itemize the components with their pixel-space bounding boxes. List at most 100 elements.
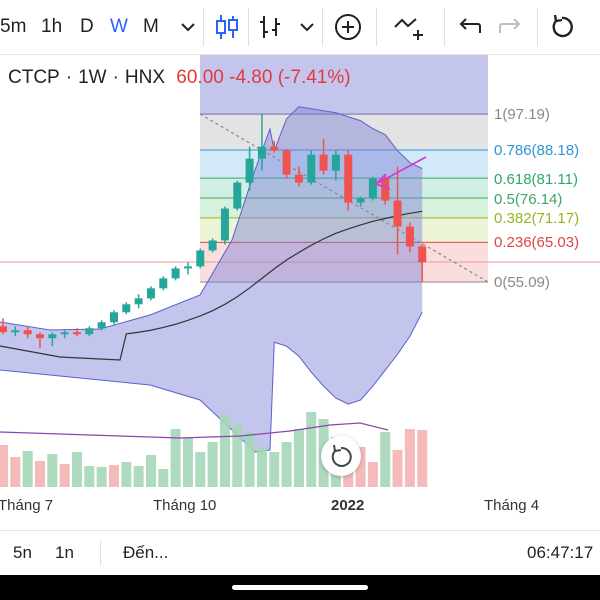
volume-bar xyxy=(34,461,45,487)
exchange-name: HNX xyxy=(124,67,166,88)
candle-body xyxy=(122,304,131,313)
chevron-down-icon[interactable] xyxy=(290,10,324,44)
indicators-icon[interactable] xyxy=(254,10,288,44)
price-chart[interactable] xyxy=(0,55,600,530)
range-1n[interactable]: 1n xyxy=(55,543,74,562)
x-axis-label: Tháng 10 xyxy=(153,497,217,514)
candlestick-icon[interactable] xyxy=(210,10,244,44)
volume-bar xyxy=(96,467,107,487)
volume-bar xyxy=(355,447,366,487)
volume-bar xyxy=(182,438,193,487)
symbol-legend: CTCP · 1W · HNX 60.00 -4.80 (-7.41%) xyxy=(8,67,351,88)
chevron-down-icon[interactable] xyxy=(171,10,205,44)
fib-trend-line xyxy=(199,113,489,283)
candle-body xyxy=(356,198,365,203)
price-change-pct: (-7.41%) xyxy=(277,67,351,88)
fib-label-0382: 0.382(71.17) xyxy=(494,210,580,227)
volume-bar xyxy=(195,452,206,487)
redo-icon[interactable] xyxy=(494,10,528,44)
reset-chart-button[interactable] xyxy=(321,436,361,476)
volume-bar xyxy=(367,462,378,487)
undo-icon[interactable] xyxy=(452,10,486,44)
candle-body xyxy=(245,158,254,183)
x-axis-label: 2022 xyxy=(331,497,365,514)
candle-body xyxy=(233,182,242,209)
interval-5m[interactable]: 5m xyxy=(0,16,27,37)
volume-bar xyxy=(380,432,391,487)
candle-body xyxy=(344,154,353,203)
volume-bar xyxy=(145,455,156,487)
chart-toolbar: 5m 1h D W M xyxy=(0,0,600,55)
drawing-tools-icon[interactable] xyxy=(392,10,426,44)
clock-time: 06:47:17 xyxy=(527,543,594,562)
candle-body xyxy=(307,154,316,183)
bollinger-lower xyxy=(0,312,423,453)
reset-icon xyxy=(331,444,352,467)
volume-bar xyxy=(244,432,255,487)
fib-zone xyxy=(200,114,488,150)
chart-area[interactable]: CTCP · 1W · HNX 60.00 -4.80 (-7.41%) 1(97.19… xyxy=(0,55,600,530)
candle-body xyxy=(393,200,402,227)
volume-bar xyxy=(22,451,33,487)
volume-bar xyxy=(108,465,119,487)
fib-label-0: 0(55.09) xyxy=(494,274,550,291)
reload-icon[interactable] xyxy=(545,10,579,44)
toolbar-divider xyxy=(203,8,204,46)
volume-bar xyxy=(232,425,243,487)
interval-d[interactable]: D xyxy=(80,16,94,37)
interval-w[interactable]: W xyxy=(110,16,128,37)
price-change: -4.80 xyxy=(229,67,273,88)
candle-body xyxy=(294,174,303,183)
candle-body xyxy=(257,146,266,159)
legend-interval: 1W xyxy=(78,67,107,88)
volume-bar xyxy=(269,452,280,487)
candle-body xyxy=(11,330,20,333)
volume-bar xyxy=(306,412,317,487)
volume-bar xyxy=(256,447,267,487)
candle-body xyxy=(60,332,69,335)
candle-body xyxy=(146,288,155,299)
home-indicator[interactable] xyxy=(232,585,368,590)
range-divider xyxy=(100,541,101,565)
candle-body xyxy=(35,334,44,339)
x-axis-label: Tháng 4 xyxy=(484,497,540,514)
candle-body xyxy=(48,334,57,339)
candle-body xyxy=(381,178,390,201)
plus-circle-icon[interactable] xyxy=(331,10,365,44)
symbol-name[interactable]: CTCP xyxy=(8,67,60,88)
candle-body xyxy=(418,246,427,263)
candle-body xyxy=(282,150,291,175)
fib-label-0786: 0.786(88.18) xyxy=(494,142,580,159)
volume-bar xyxy=(133,466,144,487)
last-price: 60.00 xyxy=(176,67,224,88)
volume-bar xyxy=(170,429,181,487)
volume-bar xyxy=(0,445,8,487)
volume-bar xyxy=(392,450,403,487)
candle-body xyxy=(220,208,229,241)
bollinger-upper xyxy=(0,106,423,331)
volume-bar xyxy=(71,452,82,487)
volume-ma-line xyxy=(0,422,389,439)
arrow-head-icon xyxy=(374,173,391,190)
candle-body xyxy=(109,312,118,323)
candle-body xyxy=(72,332,81,335)
fib-zone xyxy=(200,178,488,198)
volume-bar xyxy=(158,469,169,487)
system-nav-bar xyxy=(0,575,600,600)
volume-bar xyxy=(84,466,95,487)
candle-body xyxy=(331,154,340,171)
fib-label-0236: 0.236(65.03) xyxy=(494,234,580,251)
candle-body xyxy=(0,326,7,333)
volume-bar xyxy=(219,415,230,487)
volume-bar xyxy=(293,429,304,487)
volume-bar xyxy=(404,429,415,487)
volume-bar xyxy=(10,457,21,487)
goto-date-button[interactable]: Đến... xyxy=(123,543,169,562)
range-5n[interactable]: 5n xyxy=(13,543,32,562)
volume-bar xyxy=(281,442,292,487)
x-axis-label: Tháng 7 xyxy=(0,497,54,514)
interval-m[interactable]: M xyxy=(143,16,159,37)
candle-body xyxy=(134,298,143,305)
candle-body xyxy=(159,278,168,289)
interval-1h[interactable]: 1h xyxy=(41,16,63,37)
